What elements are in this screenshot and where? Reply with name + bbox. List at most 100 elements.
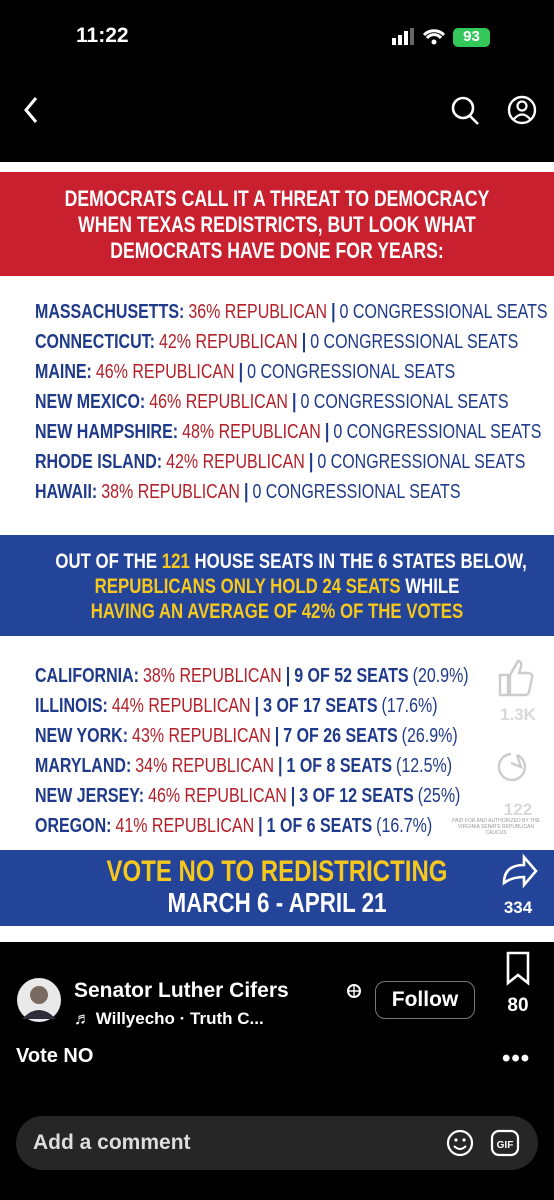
separator: |: [291, 391, 297, 413]
globe-icon: [347, 984, 361, 998]
separator: |: [254, 695, 260, 717]
follow-button[interactable]: Follow: [375, 981, 475, 1019]
seats: 0 CONGRESSIONAL SEATS: [252, 481, 461, 503]
state-row: RHODE ISLAND: 42% REPUBLICAN | 0 CONGRESSIO…: [35, 450, 525, 474]
profile-button[interactable]: [507, 95, 537, 125]
seats: 0 CONGRESSIONAL SEATS: [333, 421, 542, 443]
share: 48% REPUBLICAN: [182, 421, 321, 443]
state: CONNECTICUT:: [35, 331, 155, 353]
separator: |: [324, 421, 330, 443]
seats: 3 OF 17 SEATS: [263, 695, 378, 717]
state-row: ILLINOIS: 44% REPUBLICAN | 3 OF 17 SEATS (17…: [35, 694, 438, 718]
state-row: MASSACHUSETTS: 36% REPUBLICAN | 0 CONGRESSI…: [35, 300, 548, 324]
seats: 0 CONGRESSIONAL SEATS: [247, 361, 456, 383]
seats: 3 OF 12 SEATS: [299, 785, 414, 807]
seats: 0 CONGRESSIONAL SEATS: [310, 331, 519, 353]
share: 42% REPUBLICAN: [159, 331, 298, 353]
post-image: DEMOCRATS CALL IT A THREAT TO DEMOCRACY W…: [0, 162, 554, 942]
caption: Vote NO: [16, 1045, 94, 1067]
share-count: 334: [503, 898, 533, 917]
separator: |: [258, 815, 263, 837]
footer-line: MARCH 6 - APRIL 21: [167, 887, 387, 918]
banner-segment: REPUBLICANS ONLY HOLD 24 SEATS: [94, 575, 401, 598]
banner-segment: HOUSE SEATS IN THE 6 STATES BELOW,: [189, 550, 527, 573]
time: 11:22: [76, 24, 129, 47]
share: 34% REPUBLICAN: [135, 755, 275, 777]
banner-line: HAVING AN AVERAGE OF 42% OF THE VOTES: [55, 599, 498, 624]
seats: 0 CONGRESSIONAL SEATS: [339, 301, 548, 323]
share: 46% REPUBLICAN: [149, 391, 288, 413]
state-row: HAWAII: 38% REPUBLICAN | 0 CONGRESSIONAL SE…: [35, 480, 461, 504]
gif-button[interactable]: GIF: [490, 1129, 520, 1157]
seats: 1 OF 6 SEATS: [266, 815, 373, 837]
search-button[interactable]: [451, 96, 479, 125]
state: NEW MEXICO:: [35, 391, 146, 413]
state-row: CALIFORNIA: 38% REPUBLICAN | 9 OF 52 SEATS(…: [35, 664, 469, 688]
state-row: NEW YORK: 43% REPUBLICAN | 7 OF 26 SEATS (26…: [35, 724, 458, 748]
state: OREGON:: [35, 815, 112, 837]
banner-segment: WHILE: [400, 575, 460, 598]
comment-box[interactable]: [16, 1116, 538, 1170]
seat-share: (17.6%): [381, 695, 438, 717]
footer-line: VOTE NO TO REDISTRICTING: [106, 855, 448, 888]
separator: |: [278, 755, 283, 777]
author-name[interactable]: Senator Luther Cifers: [74, 979, 289, 1002]
disclaimer: PAID FOR AND AUTHORIZED BY THE VIRGINIA …: [452, 818, 540, 836]
action-icons: [497, 659, 538, 986]
state: NEW YORK:: [35, 725, 129, 747]
state-row: CONNECTICUT: 42% REPUBLICAN | 0 CONGRESSION…: [35, 330, 518, 354]
state: RHODE ISLAND:: [35, 451, 163, 473]
seats: 0 CONGRESSIONAL SEATS: [317, 451, 526, 473]
state: MARYLAND:: [35, 755, 132, 777]
top-nav: [24, 95, 537, 125]
like-count: 1.3K: [500, 705, 536, 724]
like-button[interactable]: [498, 659, 534, 697]
avatar[interactable]: [16, 977, 62, 1023]
comment-tools: GIF: [446, 1129, 520, 1157]
save-button[interactable]: [506, 951, 530, 986]
comment-button[interactable]: [497, 752, 527, 782]
back-button[interactable]: [24, 97, 38, 123]
separator: |: [274, 725, 280, 747]
more-button[interactable]: •••: [502, 1045, 531, 1072]
header-line: WHEN TEXAS REDISTRICTS, BUT LOOK WHAT: [78, 212, 476, 237]
share: 36% REPUBLICAN: [188, 301, 328, 323]
seats: 9 OF 52 SEATS: [294, 665, 409, 687]
share: 38% REPUBLICAN: [142, 665, 282, 687]
info-banner: [0, 535, 554, 636]
separator: |: [301, 331, 307, 353]
state: HAWAII:: [35, 481, 98, 503]
music-icon: ♬: [74, 1009, 96, 1028]
header-banner: [0, 172, 554, 276]
banner-segment: OUT OF THE: [55, 550, 162, 573]
banner-line: REPUBLICANS ONLY HOLD 24 SEATS WHILE: [55, 574, 498, 599]
header-line: DEMOCRATS HAVE DONE FOR YEARS:: [110, 238, 444, 263]
share: 41% REPUBLICAN: [115, 815, 255, 837]
state: CALIFORNIA:: [35, 665, 139, 687]
separator: |: [243, 481, 249, 503]
comment-placeholder: Add a comment: [33, 1131, 191, 1154]
seat-share: (16.7%): [376, 815, 433, 837]
state: NEW JERSEY:: [35, 785, 145, 807]
state-row: MARYLAND: 34% REPUBLICAN | 1 OF 8 SEATS (12.…: [35, 754, 452, 778]
separator: |: [308, 451, 314, 473]
separator: |: [238, 361, 244, 383]
seat-share: (26.9%): [401, 725, 458, 747]
save-count: 80: [507, 995, 529, 1016]
separator: |: [290, 785, 296, 807]
state-row: NEW MEXICO: 46% REPUBLICAN | 0 CONGRESSIONA…: [35, 390, 509, 414]
banner-line: OUT OF THE 121 HOUSE SEATS IN THE 6 STAT…: [55, 549, 526, 574]
share-button[interactable]: [502, 853, 538, 889]
audio-label[interactable]: ♬ Willyecho · Truth C...: [74, 1009, 264, 1029]
emoji-button[interactable]: [446, 1129, 474, 1157]
state-row: NEW HAMPSHIRE: 48% REPUBLICAN | 0 CONGRESSI…: [35, 420, 541, 444]
seats: 7 OF 26 SEATS: [283, 725, 398, 747]
battery: 93: [463, 28, 480, 45]
seat-share: (25%): [417, 785, 461, 807]
state-row: OREGON: 41% REPUBLICAN | 1 OF 6 SEATS (16.7%…: [35, 814, 432, 838]
seat-share: (12.5%): [396, 755, 453, 777]
audio-text: Willyecho · Truth C...: [95, 1009, 264, 1028]
banner-segment: 121: [161, 550, 190, 573]
comment-count: 122: [503, 800, 533, 819]
